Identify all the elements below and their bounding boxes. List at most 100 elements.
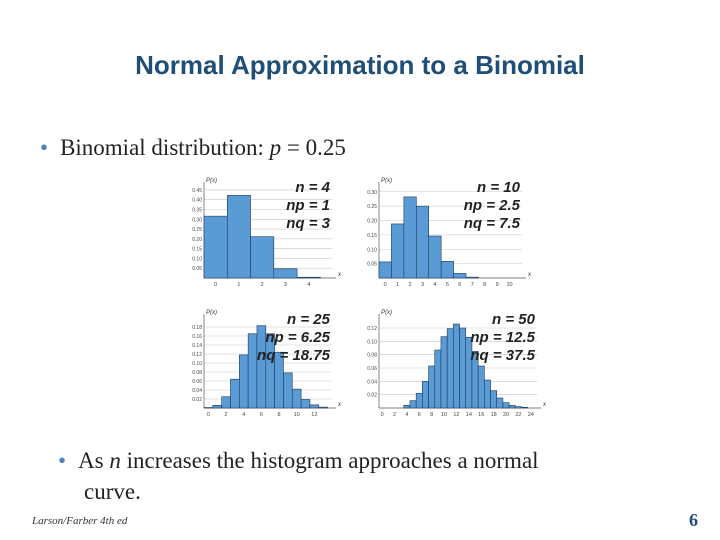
ytick-label-2-2: 0.14: [192, 343, 202, 349]
ytick-label-0-1: 0.40: [192, 198, 202, 204]
param-label-2-1: np = 6.25: [265, 329, 330, 346]
histogram-bar-3-9: [459, 327, 467, 409]
ytick-label-1-1: 0.25: [367, 204, 377, 210]
xtick-label-1-10: 10: [507, 282, 513, 288]
histogram-bar-2-5: [247, 333, 258, 409]
histogram-bar-1-6: [453, 273, 467, 279]
ytick-label-0-2: 0.35: [192, 207, 202, 213]
bullet-increase: • As n increases the histogram approaches…: [58, 445, 698, 507]
ytick-label-2-1: 0.16: [192, 334, 202, 340]
xtick-label-2-0: 0: [207, 412, 210, 418]
ylabel-1: P(x): [381, 178, 392, 184]
ytick-label-0-8: 0.05: [192, 266, 202, 272]
histogram-bar-1-7: [465, 276, 479, 279]
param-label-0-0: n = 4: [295, 179, 330, 196]
histogram-bar-2-2: [221, 396, 231, 409]
bullet-dot-icon: •: [58, 448, 67, 473]
xtick-label-2-6: 12: [311, 412, 317, 418]
histogram-bar-0-0: [203, 215, 228, 279]
param-label-1-1: np = 2.5: [464, 197, 521, 214]
histogram-bar-2-3: [230, 378, 240, 409]
histogram-bar-2-12: [309, 404, 320, 409]
histogram-bar-3-7: [446, 328, 454, 409]
bullet2-line2: curve.: [84, 479, 141, 505]
xtick-label-1-7: 7: [471, 282, 474, 288]
xtick-label-3-8: 16: [478, 412, 484, 418]
xtick-label-0-0: 0: [214, 282, 217, 288]
ylabel-0: P(x): [206, 178, 217, 184]
xtick-label-2-5: 10: [294, 412, 300, 418]
xtick-label-2-4: 8: [278, 412, 281, 418]
xtick-label-0-4: 4: [307, 282, 310, 288]
histogram-bar-3-3: [422, 381, 429, 409]
xtick-label-2-2: 4: [242, 412, 245, 418]
bullet2-pre: As: [78, 448, 110, 473]
ytick-label-3-0: 0.12: [367, 326, 377, 332]
histogram-bar-2-13: [318, 406, 328, 409]
param-label-2-0: n = 25: [287, 311, 331, 328]
param-label-1-2: nq = 7.5: [464, 215, 521, 232]
ylabel-2: P(x): [206, 310, 217, 316]
ytick-label-0-5: 0.20: [192, 237, 202, 243]
param-label-0-2: nq = 3: [286, 215, 330, 232]
histogram-bar-3-14: [490, 390, 498, 409]
histogram-bar-1-2: [403, 196, 417, 279]
param-label-3-0: n = 50: [492, 311, 536, 328]
bullet-dot-icon: •: [40, 135, 49, 160]
histogram-bar-1-0: [378, 261, 392, 279]
histogram-bar-3-16: [502, 402, 510, 409]
ylabel-3: P(x): [381, 310, 392, 316]
xtick-label-3-4: 8: [430, 412, 433, 418]
xtick-label-3-1: 2: [393, 412, 396, 418]
xtick-label-2-3: 6: [260, 412, 263, 418]
xtick-label-1-4: 4: [433, 282, 436, 288]
xtick-label-3-12: 24: [528, 412, 534, 418]
histogram-bar-1-3: [416, 205, 430, 279]
ytick-label-2-0: 0.18: [192, 325, 202, 331]
ytick-label-0-7: 0.10: [192, 256, 202, 262]
histogram-bar-0-1: [226, 195, 251, 279]
histogram-bar-0-4: [296, 276, 321, 279]
ytick-label-0-6: 0.15: [192, 247, 202, 253]
param-label-2-2: nq = 18.75: [257, 347, 331, 364]
bullet1-suffix: = 0.25: [281, 135, 346, 160]
histogram-bar-0-2: [250, 236, 275, 279]
histogram-bar-2-1: [212, 404, 222, 409]
xtick-label-1-8: 8: [483, 282, 486, 288]
ytick-label-3-4: 0.04: [367, 379, 377, 385]
ytick-label-1-4: 0.10: [367, 247, 377, 253]
ytick-label-3-2: 0.08: [367, 353, 377, 359]
ytick-label-1-3: 0.15: [367, 233, 377, 239]
xtick-label-0-1: 1: [237, 282, 240, 288]
histogram-bar-2-9: [283, 372, 293, 409]
xtick-label-3-2: 4: [405, 412, 408, 418]
footer-credit: Larson/Farber 4th ed: [32, 515, 128, 527]
ytick-label-3-3: 0.06: [367, 366, 377, 372]
ytick-label-3-5: 0.02: [367, 393, 377, 399]
param-label-3-1: np = 12.5: [470, 329, 535, 346]
histogram-bar-3-17: [508, 405, 516, 409]
xtick-label-0-2: 2: [261, 282, 264, 288]
xtick-label-3-5: 10: [441, 412, 447, 418]
histogram-bar-3-1: [409, 400, 417, 409]
histogram-bar-1-1: [391, 223, 405, 279]
histogram-bar-3-19: [521, 407, 529, 409]
xlabel-0: x: [337, 272, 342, 278]
histogram-bar-2-4: [239, 354, 249, 409]
histogram-bar-1-4: [428, 235, 442, 279]
xtick-label-3-9: 18: [491, 412, 497, 418]
xtick-label-3-0: 0: [381, 412, 384, 418]
xlabel-1: x: [527, 272, 532, 278]
histogram-bar-0-3: [273, 268, 298, 279]
histogram-bar-3-4: [428, 365, 436, 409]
param-label-0-1: np = 1: [286, 197, 330, 214]
xtick-label-0-3: 3: [284, 282, 287, 288]
ytick-label-2-4: 0.10: [192, 361, 202, 367]
param-label-1-0: n = 10: [477, 179, 521, 196]
ytick-label-1-5: 0.05: [367, 262, 377, 268]
histogram-bar-3-5: [434, 349, 442, 409]
xtick-label-2-1: 2: [225, 412, 228, 418]
xtick-label-1-1: 1: [396, 282, 399, 288]
xtick-label-3-6: 12: [453, 412, 459, 418]
